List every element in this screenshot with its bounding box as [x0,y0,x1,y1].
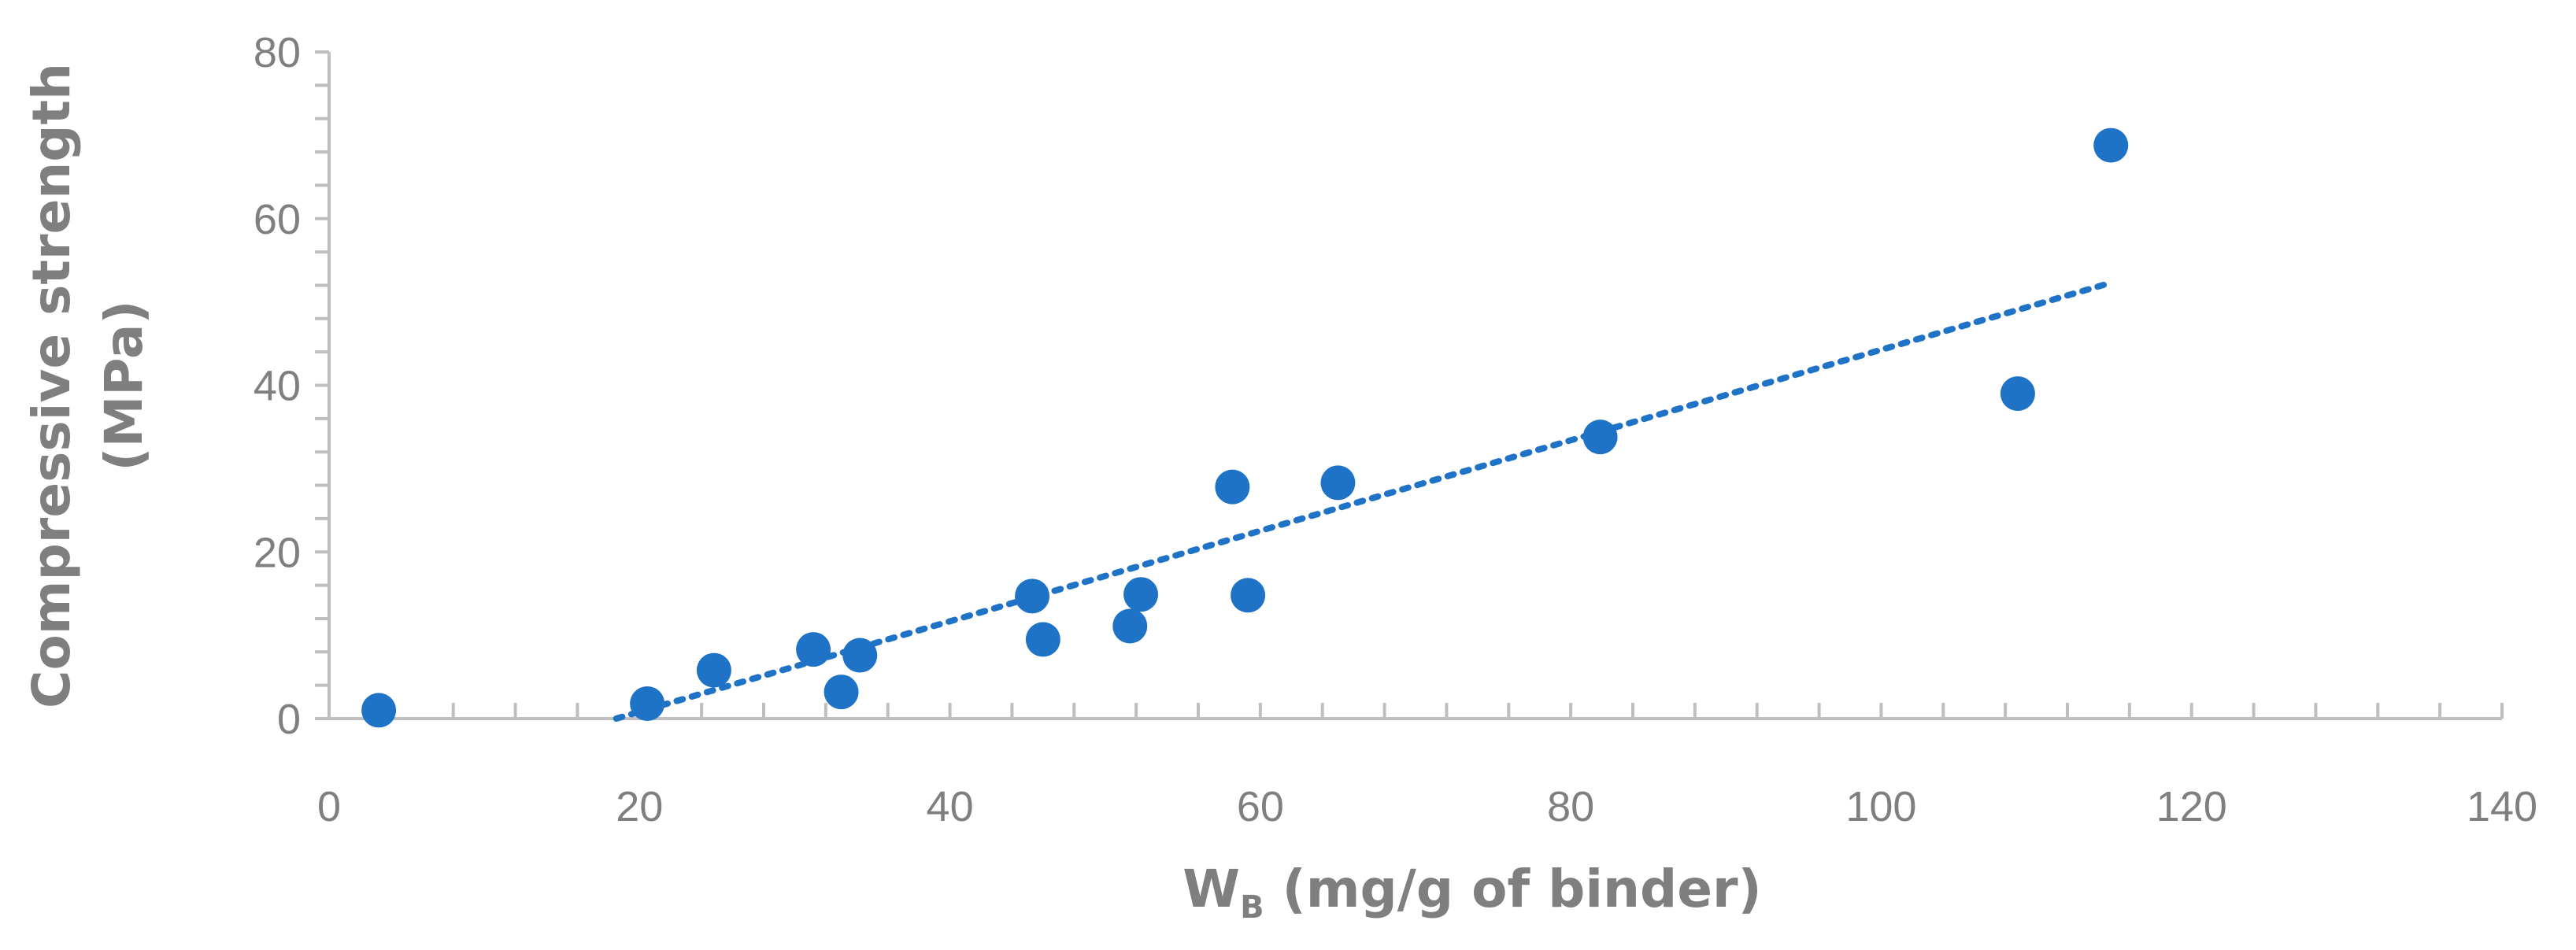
data-point [1015,579,1050,614]
x-tick-label: 80 [1547,783,1594,830]
data-point [1123,577,1159,612]
data-point [1231,578,1266,613]
y-tick-label: 40 [254,363,301,410]
x-axis-title-main: W [1183,859,1240,919]
x-tick-label: 120 [2156,783,2227,830]
data-point [1582,420,1618,455]
x-axis-title-subscript: B [1240,889,1264,926]
x-tick-label: 100 [1845,783,1916,830]
data-point [2093,128,2129,163]
y-axis-title-line-1: Compressive strength [21,63,82,708]
data-point [696,652,731,688]
data-point [2000,376,2035,412]
data-point [1320,465,1356,501]
axes [328,52,2502,720]
y-tick-label: 60 [254,196,301,243]
y-tick-label: 0 [277,696,301,743]
data-point [842,638,878,673]
y-axis-title-line-2: (MPa) [94,300,154,471]
x-tick-label: 20 [616,783,663,830]
y-axis-ticks [315,50,329,720]
x-axis-title: WB (mg/g of binder) [1183,859,1761,926]
y-tick-labels: 0 20 40 60 80 [254,29,301,743]
x-tick-label: 40 [927,783,974,830]
data-point [824,675,859,710]
y-axis-title: Compressive strength (MPa) [21,63,154,708]
data-point [1112,608,1148,644]
x-tick-label: 0 [317,783,341,830]
y-tick-label: 20 [254,529,301,576]
data-point [361,693,397,728]
data-point [1215,469,1250,505]
trendline-group [613,279,2115,722]
x-tick-label: 140 [2467,783,2537,830]
x-tick-label: 60 [1237,783,1284,830]
trendline [613,279,2115,722]
data-point [630,686,665,721]
y-tick-label: 80 [254,29,301,76]
data-point [1025,622,1060,657]
data-point [796,632,831,667]
x-axis-title-rest: (mg/g of binder) [1264,859,1762,919]
data-points [361,128,2129,728]
x-tick-labels: 0 20 40 60 80 100 120 140 [317,783,2537,830]
